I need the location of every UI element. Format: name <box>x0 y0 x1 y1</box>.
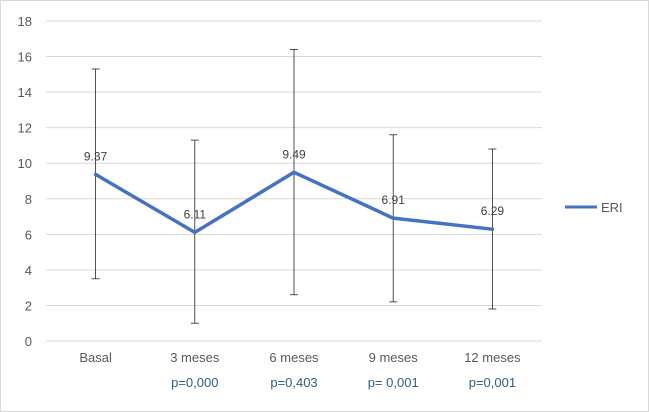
data-label: 6.91 <box>382 193 406 207</box>
data-labels: 9.37 6.11 9.49 6.91 6.29 <box>84 147 504 221</box>
y-tick-label: 18 <box>18 14 32 29</box>
data-point <box>391 216 395 220</box>
y-tick-label: 10 <box>18 156 32 171</box>
x-category-label: 3 meses <box>170 350 220 365</box>
p-value-label: p=0,001 <box>469 375 516 390</box>
data-point <box>94 172 98 176</box>
y-axis-tick-labels: 0 2 4 6 8 10 12 14 16 18 <box>18 14 32 349</box>
p-value-label: p=0,403 <box>270 375 317 390</box>
p-value-label: p= 0,001 <box>368 375 419 390</box>
x-category-label: Basal <box>79 350 112 365</box>
x-axis-category-labels: Basal 3 meses 6 meses 9 meses 12 meses <box>79 350 521 365</box>
p-value-label: p=0,000 <box>171 375 218 390</box>
error-bars <box>91 49 497 324</box>
data-point <box>193 230 197 234</box>
p-value-labels: p=0,000 p=0,403 p= 0,001 p=0,001 <box>171 375 516 390</box>
y-tick-label: 16 <box>18 50 32 65</box>
data-label: 6.11 <box>184 207 207 221</box>
y-tick-label: 0 <box>25 334 32 349</box>
data-label: 9.49 <box>282 147 306 161</box>
legend: ERI <box>565 200 623 215</box>
x-category-label: 12 meses <box>464 350 521 365</box>
y-tick-label: 14 <box>18 85 32 100</box>
data-label: 9.37 <box>84 149 108 163</box>
x-category-label: 6 meses <box>269 350 319 365</box>
data-point <box>490 227 494 231</box>
x-category-label: 9 meses <box>369 350 419 365</box>
data-point <box>292 170 296 174</box>
y-tick-label: 2 <box>25 298 32 313</box>
series-eri <box>93 170 495 235</box>
legend-label-eri: ERI <box>601 200 623 215</box>
data-label: 6.29 <box>481 204 505 218</box>
y-tick-label: 8 <box>25 192 32 207</box>
y-tick-label: 12 <box>18 121 32 136</box>
y-tick-label: 4 <box>25 263 32 278</box>
y-tick-label: 6 <box>25 227 32 242</box>
